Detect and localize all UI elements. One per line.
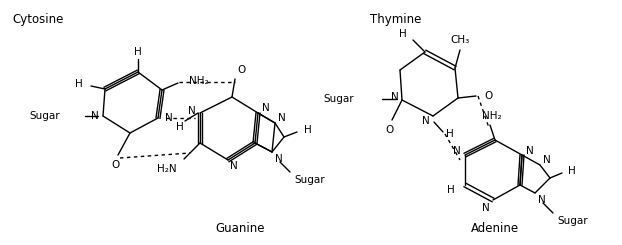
Text: NH₂: NH₂ bbox=[482, 111, 502, 121]
Text: N: N bbox=[262, 103, 270, 113]
Text: O: O bbox=[484, 91, 492, 101]
Text: H: H bbox=[304, 125, 312, 135]
Text: Sugar: Sugar bbox=[29, 111, 60, 121]
Text: H: H bbox=[568, 166, 576, 176]
Text: N: N bbox=[543, 155, 550, 165]
Text: NH₂: NH₂ bbox=[189, 76, 208, 86]
Text: O: O bbox=[237, 65, 245, 75]
Text: Guanine: Guanine bbox=[215, 221, 265, 234]
Text: N: N bbox=[91, 111, 99, 121]
Text: N: N bbox=[526, 146, 534, 156]
Text: Sugar: Sugar bbox=[557, 216, 588, 226]
Text: N: N bbox=[422, 116, 430, 126]
Text: H: H bbox=[446, 129, 454, 139]
Text: O: O bbox=[386, 125, 394, 135]
Text: Sugar: Sugar bbox=[294, 175, 325, 185]
Text: Thymine: Thymine bbox=[370, 13, 421, 26]
Text: N: N bbox=[482, 203, 490, 213]
Text: N: N bbox=[165, 113, 173, 123]
Text: N: N bbox=[275, 154, 283, 164]
Text: N: N bbox=[538, 195, 545, 205]
Text: H₂N: H₂N bbox=[157, 164, 177, 174]
Text: Adenine: Adenine bbox=[471, 221, 519, 234]
Text: N: N bbox=[391, 92, 399, 102]
Text: N: N bbox=[453, 146, 461, 156]
Text: H: H bbox=[134, 47, 142, 57]
Text: Cytosine: Cytosine bbox=[12, 13, 63, 26]
Text: N: N bbox=[188, 106, 196, 116]
Text: N: N bbox=[230, 161, 238, 171]
Text: O: O bbox=[112, 160, 120, 170]
Text: N: N bbox=[278, 113, 285, 123]
Text: H: H bbox=[399, 29, 407, 39]
Text: H: H bbox=[75, 79, 83, 89]
Text: Sugar: Sugar bbox=[323, 94, 354, 104]
Text: H: H bbox=[447, 185, 455, 195]
Text: CH₃: CH₃ bbox=[450, 35, 470, 45]
Text: H: H bbox=[176, 122, 184, 132]
